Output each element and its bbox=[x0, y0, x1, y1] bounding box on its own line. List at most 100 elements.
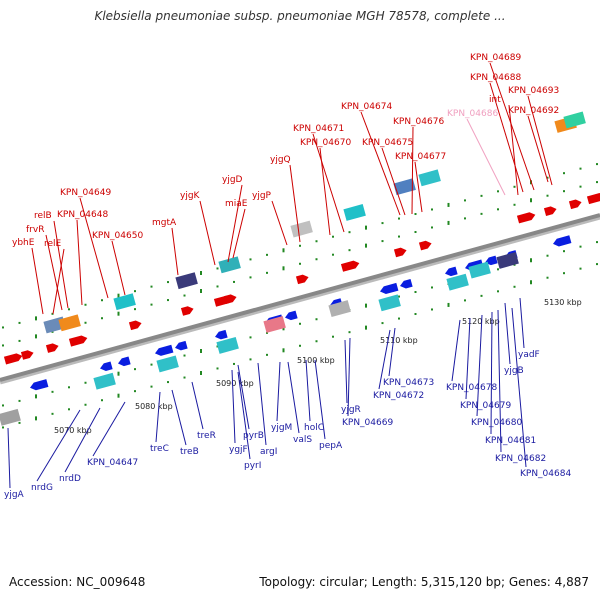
tick-row-forward-outer bbox=[381, 222, 384, 225]
reverse-gene-label: yjgR bbox=[341, 405, 361, 415]
tick-row-reverse-inner bbox=[282, 326, 285, 331]
scale-label: 5120 kbp bbox=[462, 317, 500, 326]
tick-row-reverse-outer bbox=[596, 263, 598, 266]
reverse-gene-label: KPN_04669 bbox=[342, 418, 393, 428]
forward-gene-label: KPN_04648 bbox=[57, 210, 108, 220]
tick-row-forward-outer bbox=[167, 281, 169, 284]
tick-row-reverse-outer bbox=[414, 313, 417, 316]
forward-gene-arrow bbox=[45, 343, 59, 353]
feature-box bbox=[113, 293, 136, 311]
tick-row-forward-inner bbox=[546, 194, 549, 197]
tick-row-reverse-outer bbox=[579, 267, 582, 270]
reverse-leader-line bbox=[519, 297, 525, 349]
reverse-gene-arrow bbox=[400, 278, 413, 289]
tick-row-reverse-outer bbox=[101, 399, 103, 402]
feature-box bbox=[328, 300, 351, 318]
reverse-leader-line bbox=[231, 369, 236, 444]
reverse-leader-line bbox=[64, 407, 101, 473]
tick-row-reverse-outer bbox=[266, 353, 268, 356]
reverse-leader-line bbox=[511, 307, 527, 468]
scale-label: 5070 kbp bbox=[54, 426, 92, 435]
tick-row-reverse-outer bbox=[447, 302, 450, 307]
tick-row-forward-outer bbox=[563, 172, 565, 175]
reverse-gene-arrow bbox=[215, 329, 228, 340]
feature-box bbox=[218, 256, 241, 274]
tick-row-forward-outer bbox=[68, 308, 70, 311]
forward-gene-label: KPN_04688 bbox=[470, 73, 521, 83]
forward-leader-line bbox=[111, 240, 126, 296]
tick-row-forward-outer bbox=[35, 316, 37, 321]
tick-row-reverse-outer bbox=[546, 276, 549, 279]
tick-row-reverse-inner bbox=[134, 368, 136, 371]
reverse-leader-line bbox=[476, 314, 483, 417]
reverse-gene-label: KPN_04681 bbox=[485, 436, 536, 446]
reverse-gene-label: nrdG bbox=[31, 483, 53, 493]
tick-row-reverse-inner bbox=[299, 322, 301, 325]
reverse-gene-label: KPN_04679 bbox=[460, 401, 511, 411]
tick-row-forward-inner bbox=[200, 289, 202, 293]
tick-row-reverse-outer bbox=[2, 426, 4, 429]
reverse-gene-label: treR bbox=[197, 431, 216, 441]
reverse-gene-arrow bbox=[553, 235, 572, 247]
feature-box bbox=[378, 294, 401, 312]
tick-row-forward-outer bbox=[315, 240, 318, 243]
forward-gene-label: relE bbox=[44, 239, 62, 249]
reverse-gene-arrow bbox=[175, 340, 188, 351]
reverse-gene-label: argI bbox=[260, 447, 277, 457]
feature-box bbox=[446, 273, 469, 291]
reverse-leader-line bbox=[287, 361, 300, 434]
reverse-gene-arrow bbox=[285, 310, 298, 321]
feature-box bbox=[58, 314, 81, 332]
tick-row-reverse-inner bbox=[2, 404, 4, 407]
scale-label: 5110 kbp bbox=[380, 336, 418, 345]
forward-gene-label: ybhE bbox=[12, 238, 35, 248]
forward-gene-arrow bbox=[180, 306, 194, 316]
reverse-gene-arrow bbox=[118, 356, 131, 367]
tick-row-reverse-outer bbox=[35, 416, 37, 421]
feature-box bbox=[393, 178, 416, 196]
reverse-gene-label: yjgA bbox=[4, 490, 25, 500]
reverse-leader-line bbox=[504, 302, 511, 365]
forward-gene-label: yjgP bbox=[252, 191, 272, 201]
tick-row-forward-inner bbox=[464, 217, 466, 220]
reverse-leader-line bbox=[155, 391, 161, 443]
tick-row-reverse-outer bbox=[167, 381, 169, 384]
reverse-leader-line bbox=[171, 389, 187, 446]
tick-row-reverse-outer bbox=[398, 317, 400, 320]
reverse-gene-label: yjgB bbox=[504, 366, 524, 376]
forward-leader-line bbox=[79, 197, 109, 299]
forward-gene-label: KPN_04693 bbox=[508, 86, 559, 96]
tick-row-forward-inner bbox=[497, 208, 499, 211]
tick-row-forward-inner bbox=[84, 321, 87, 324]
reverse-gene-label: pyrI bbox=[244, 461, 261, 471]
forward-leader-line bbox=[508, 104, 519, 196]
forward-gene-arrow bbox=[295, 274, 309, 285]
forward-gene-arrow bbox=[516, 212, 536, 224]
tick-row-reverse-outer bbox=[216, 367, 219, 370]
forward-leader-line bbox=[527, 95, 553, 186]
tick-row-reverse-inner bbox=[84, 381, 87, 384]
reverse-leader-line bbox=[388, 327, 396, 377]
forward-gene-label: yjgQ bbox=[270, 155, 291, 165]
forward-gene-label: KPN_04692 bbox=[508, 106, 559, 116]
tick-row-reverse-inner bbox=[546, 254, 549, 257]
scale-label: 5080 kbp bbox=[135, 402, 173, 411]
tick-row-reverse-outer bbox=[84, 403, 87, 406]
reverse-leader-line bbox=[344, 339, 348, 404]
forward-gene-arrow bbox=[340, 260, 360, 272]
tick-row-forward-inner bbox=[530, 198, 532, 203]
tick-row-forward-inner bbox=[381, 240, 384, 243]
forward-gene-arrow bbox=[418, 240, 432, 251]
tick-row-forward-inner bbox=[315, 258, 318, 261]
tick-row-forward-inner bbox=[266, 271, 268, 274]
reverse-gene-arrow bbox=[380, 282, 399, 295]
tick-row-reverse-outer bbox=[183, 376, 186, 379]
reverse-leader-line bbox=[237, 364, 250, 430]
tick-row-reverse-outer bbox=[68, 408, 70, 411]
reverse-gene-label: valS bbox=[293, 435, 312, 445]
reverse-gene-label: pepA bbox=[319, 441, 343, 451]
tick-row-reverse-outer bbox=[513, 285, 516, 288]
tick-row-forward-outer bbox=[299, 244, 301, 247]
forward-gene-label: KPN_04675 bbox=[362, 138, 413, 148]
forward-leader-line bbox=[360, 111, 401, 216]
